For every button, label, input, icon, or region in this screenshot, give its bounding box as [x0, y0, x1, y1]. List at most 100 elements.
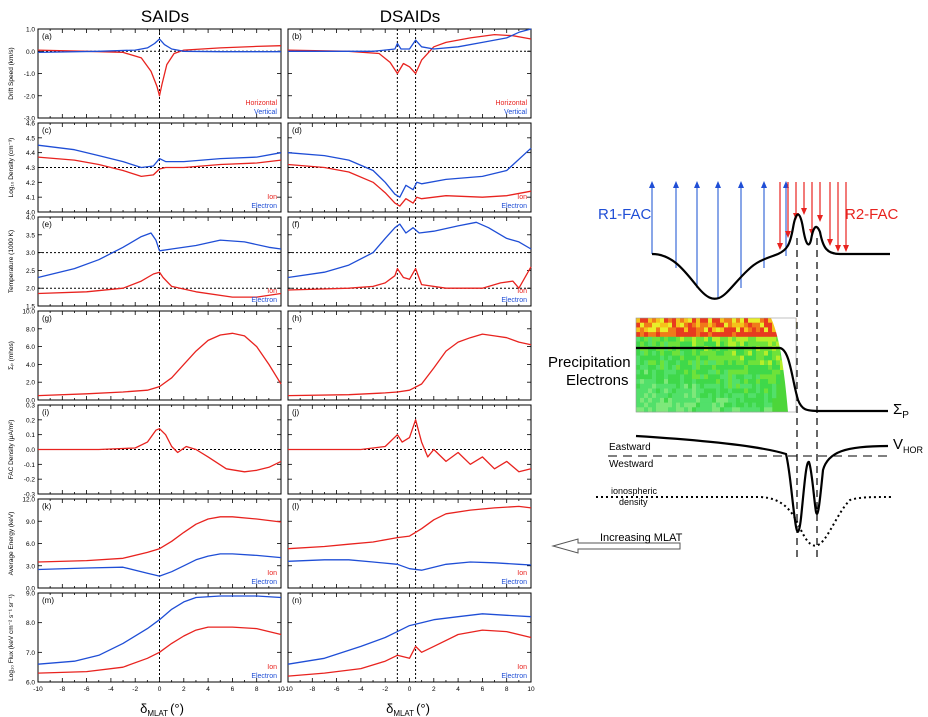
- spectrogram-cell: [760, 402, 765, 408]
- spectrogram-cell: [732, 332, 737, 338]
- r2-arrow-head: [817, 215, 823, 222]
- spectrogram-cell: [716, 360, 721, 366]
- spectrogram-cell: [768, 379, 773, 385]
- spectrogram-cell: [704, 318, 709, 323]
- spectrogram-cell: [668, 383, 673, 389]
- spectrogram-cell: [712, 322, 717, 328]
- spectrogram-cell: [636, 341, 641, 347]
- spectrogram-cell: [660, 341, 665, 347]
- spectrogram-cell: [708, 379, 713, 385]
- spectrogram-cell: [740, 327, 745, 333]
- spectrogram-cell: [736, 318, 741, 323]
- spectrogram-cell: [752, 397, 757, 403]
- spectrogram-cell: [672, 355, 677, 361]
- spectrogram-cell: [664, 393, 669, 399]
- spectrogram-cell: [752, 379, 757, 385]
- panel-i: 0.3 0.2 0.1 0.0 -0.1 -0.2 -0.3 FAC Density (μA/…: [8, 403, 282, 499]
- spectrogram-cell: [700, 402, 705, 408]
- spectrogram-cell: [684, 360, 689, 366]
- spectrogram-cell: [668, 350, 673, 356]
- y-axis-label: Σₚ (mhos): [8, 341, 15, 370]
- spectrogram-cell: [704, 365, 709, 370]
- spectrogram-cell: [688, 369, 693, 375]
- spectrogram-cell: [668, 397, 673, 403]
- spectrogram-cell: [640, 336, 645, 342]
- spectrogram-cell: [676, 327, 681, 333]
- spectrogram-cell: [720, 341, 725, 347]
- spectrogram-cell: [652, 388, 657, 394]
- spectrogram-cell: [716, 318, 721, 323]
- x-axis-title-unit: (°): [170, 701, 184, 716]
- y-tick-label: 7.0: [26, 650, 35, 657]
- spectrogram-cell: [636, 318, 641, 323]
- spectrogram-cell: [720, 397, 725, 403]
- panel-g: 10.0 8.0 6.0 4.0 2.0 0.0 Σₚ (mhos) (g): [8, 309, 282, 405]
- spectrogram-cell: [712, 388, 717, 394]
- series-line-red: [287, 505, 532, 550]
- spectrogram-cell: [700, 388, 705, 394]
- spectrogram-cell: [696, 322, 701, 328]
- spectrogram-cell: [672, 360, 677, 366]
- spectrogram-cell: [664, 322, 669, 328]
- spectrogram-cell: [708, 341, 713, 347]
- spectrogram-cell: [692, 332, 697, 338]
- spectrogram-cell: [644, 332, 649, 338]
- spectrogram-cell: [708, 383, 713, 389]
- sigma-p-curve: [636, 346, 888, 413]
- spectrogram-cell: [760, 393, 765, 399]
- spectrogram-cell: [656, 322, 661, 328]
- spectrogram-cell: [664, 350, 669, 356]
- spectrogram-cell: [768, 318, 773, 323]
- spectrogram-cell: [640, 388, 645, 394]
- r1-arrow-head: [738, 181, 744, 188]
- spectrogram-cell: [652, 360, 657, 366]
- spectrogram-cell: [644, 322, 649, 328]
- spectrogram-cell: [688, 407, 693, 413]
- y-tick-label: -3.0: [24, 116, 36, 123]
- spectrogram-cell: [656, 332, 661, 338]
- spectrogram-cell: [768, 332, 773, 338]
- spectrogram-cell: [640, 402, 645, 408]
- spectrogram-cell: [672, 407, 677, 413]
- spectrogram-cell: [708, 350, 713, 356]
- spectrogram-cell: [680, 332, 685, 338]
- spectrogram-cell: [712, 393, 717, 399]
- spectrogram-cell: [708, 369, 713, 375]
- spectrogram-cell: [764, 341, 769, 347]
- spectrogram-cell: [728, 341, 733, 347]
- spectrogram-cell: [668, 332, 673, 338]
- spectrogram-cell: [764, 397, 769, 403]
- y-tick-label: 8.0: [26, 620, 35, 627]
- spectrogram-cell: [688, 332, 693, 338]
- y-tick-label: 4.0: [26, 215, 35, 222]
- x-tick-label: 2: [432, 686, 436, 693]
- spectrogram-cell: [688, 360, 693, 366]
- spectrogram-cell: [708, 332, 713, 338]
- spectrogram-cell: [756, 379, 761, 385]
- spectrogram-cell: [652, 336, 657, 342]
- spectrogram-cell: [748, 341, 753, 347]
- spectrogram-cell: [708, 360, 713, 366]
- spectrogram-cell: [688, 402, 693, 408]
- spectrogram-cell: [724, 374, 729, 380]
- spectrogram-cell: [716, 332, 721, 338]
- spectrogram-cell: [772, 379, 777, 385]
- spectrogram-cell: [688, 355, 693, 361]
- x-tick-label: -6: [334, 686, 340, 693]
- spectrogram-cell: [772, 350, 777, 356]
- spectrogram-cell: [712, 379, 717, 385]
- spectrogram-cell: [676, 355, 681, 361]
- r2-arrow-head: [801, 208, 807, 215]
- spectrogram-cell: [680, 360, 685, 366]
- spectrogram-cell: [688, 393, 693, 399]
- panel-label: (l): [292, 502, 299, 511]
- spectrogram-cell: [652, 365, 657, 370]
- spectrogram-cell: [652, 369, 657, 375]
- legend-entry: Electron: [501, 579, 527, 586]
- spectrogram-cell: [760, 336, 765, 342]
- spectrogram-cell: [740, 402, 745, 408]
- spectrogram-cell: [720, 379, 725, 385]
- panel-l: (l) Ion Electron: [287, 498, 532, 589]
- spectrogram-cell: [640, 365, 645, 370]
- spectrogram-cell: [760, 369, 765, 375]
